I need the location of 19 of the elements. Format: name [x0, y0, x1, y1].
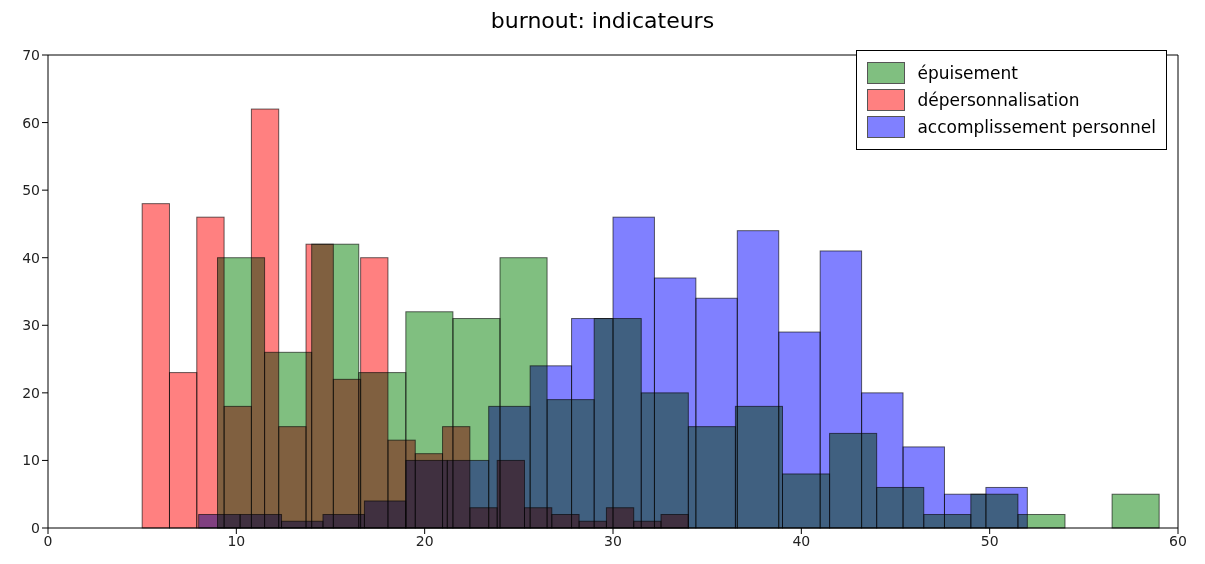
x-tick-label: 10: [227, 532, 246, 549]
y-tick-label: 60: [22, 114, 40, 131]
y-tick-label: 40: [22, 249, 40, 266]
chart-title: burnout: indicateurs: [489, 8, 716, 33]
x-tick-label: 30: [604, 532, 622, 549]
y-tick-label: 70: [22, 46, 40, 63]
y-tick-label: 0: [31, 519, 40, 536]
legend-label: accomplissement personnel: [917, 117, 1156, 137]
y-tick-label: 50: [22, 182, 40, 199]
x-tick-label: 40: [792, 532, 811, 549]
x-tick-label: 50: [980, 532, 999, 549]
y-tick-label: 30: [22, 317, 40, 334]
x-tick-label: 20: [415, 532, 434, 549]
legend-label: épuisement: [917, 63, 1018, 83]
x-tick-label: 0: [43, 532, 53, 549]
y-tick-label: 20: [22, 384, 40, 401]
legend-label: dépersonnalisation: [917, 90, 1080, 110]
x-tick-label: 60: [1169, 532, 1187, 549]
y-tick-label: 10: [22, 452, 40, 469]
